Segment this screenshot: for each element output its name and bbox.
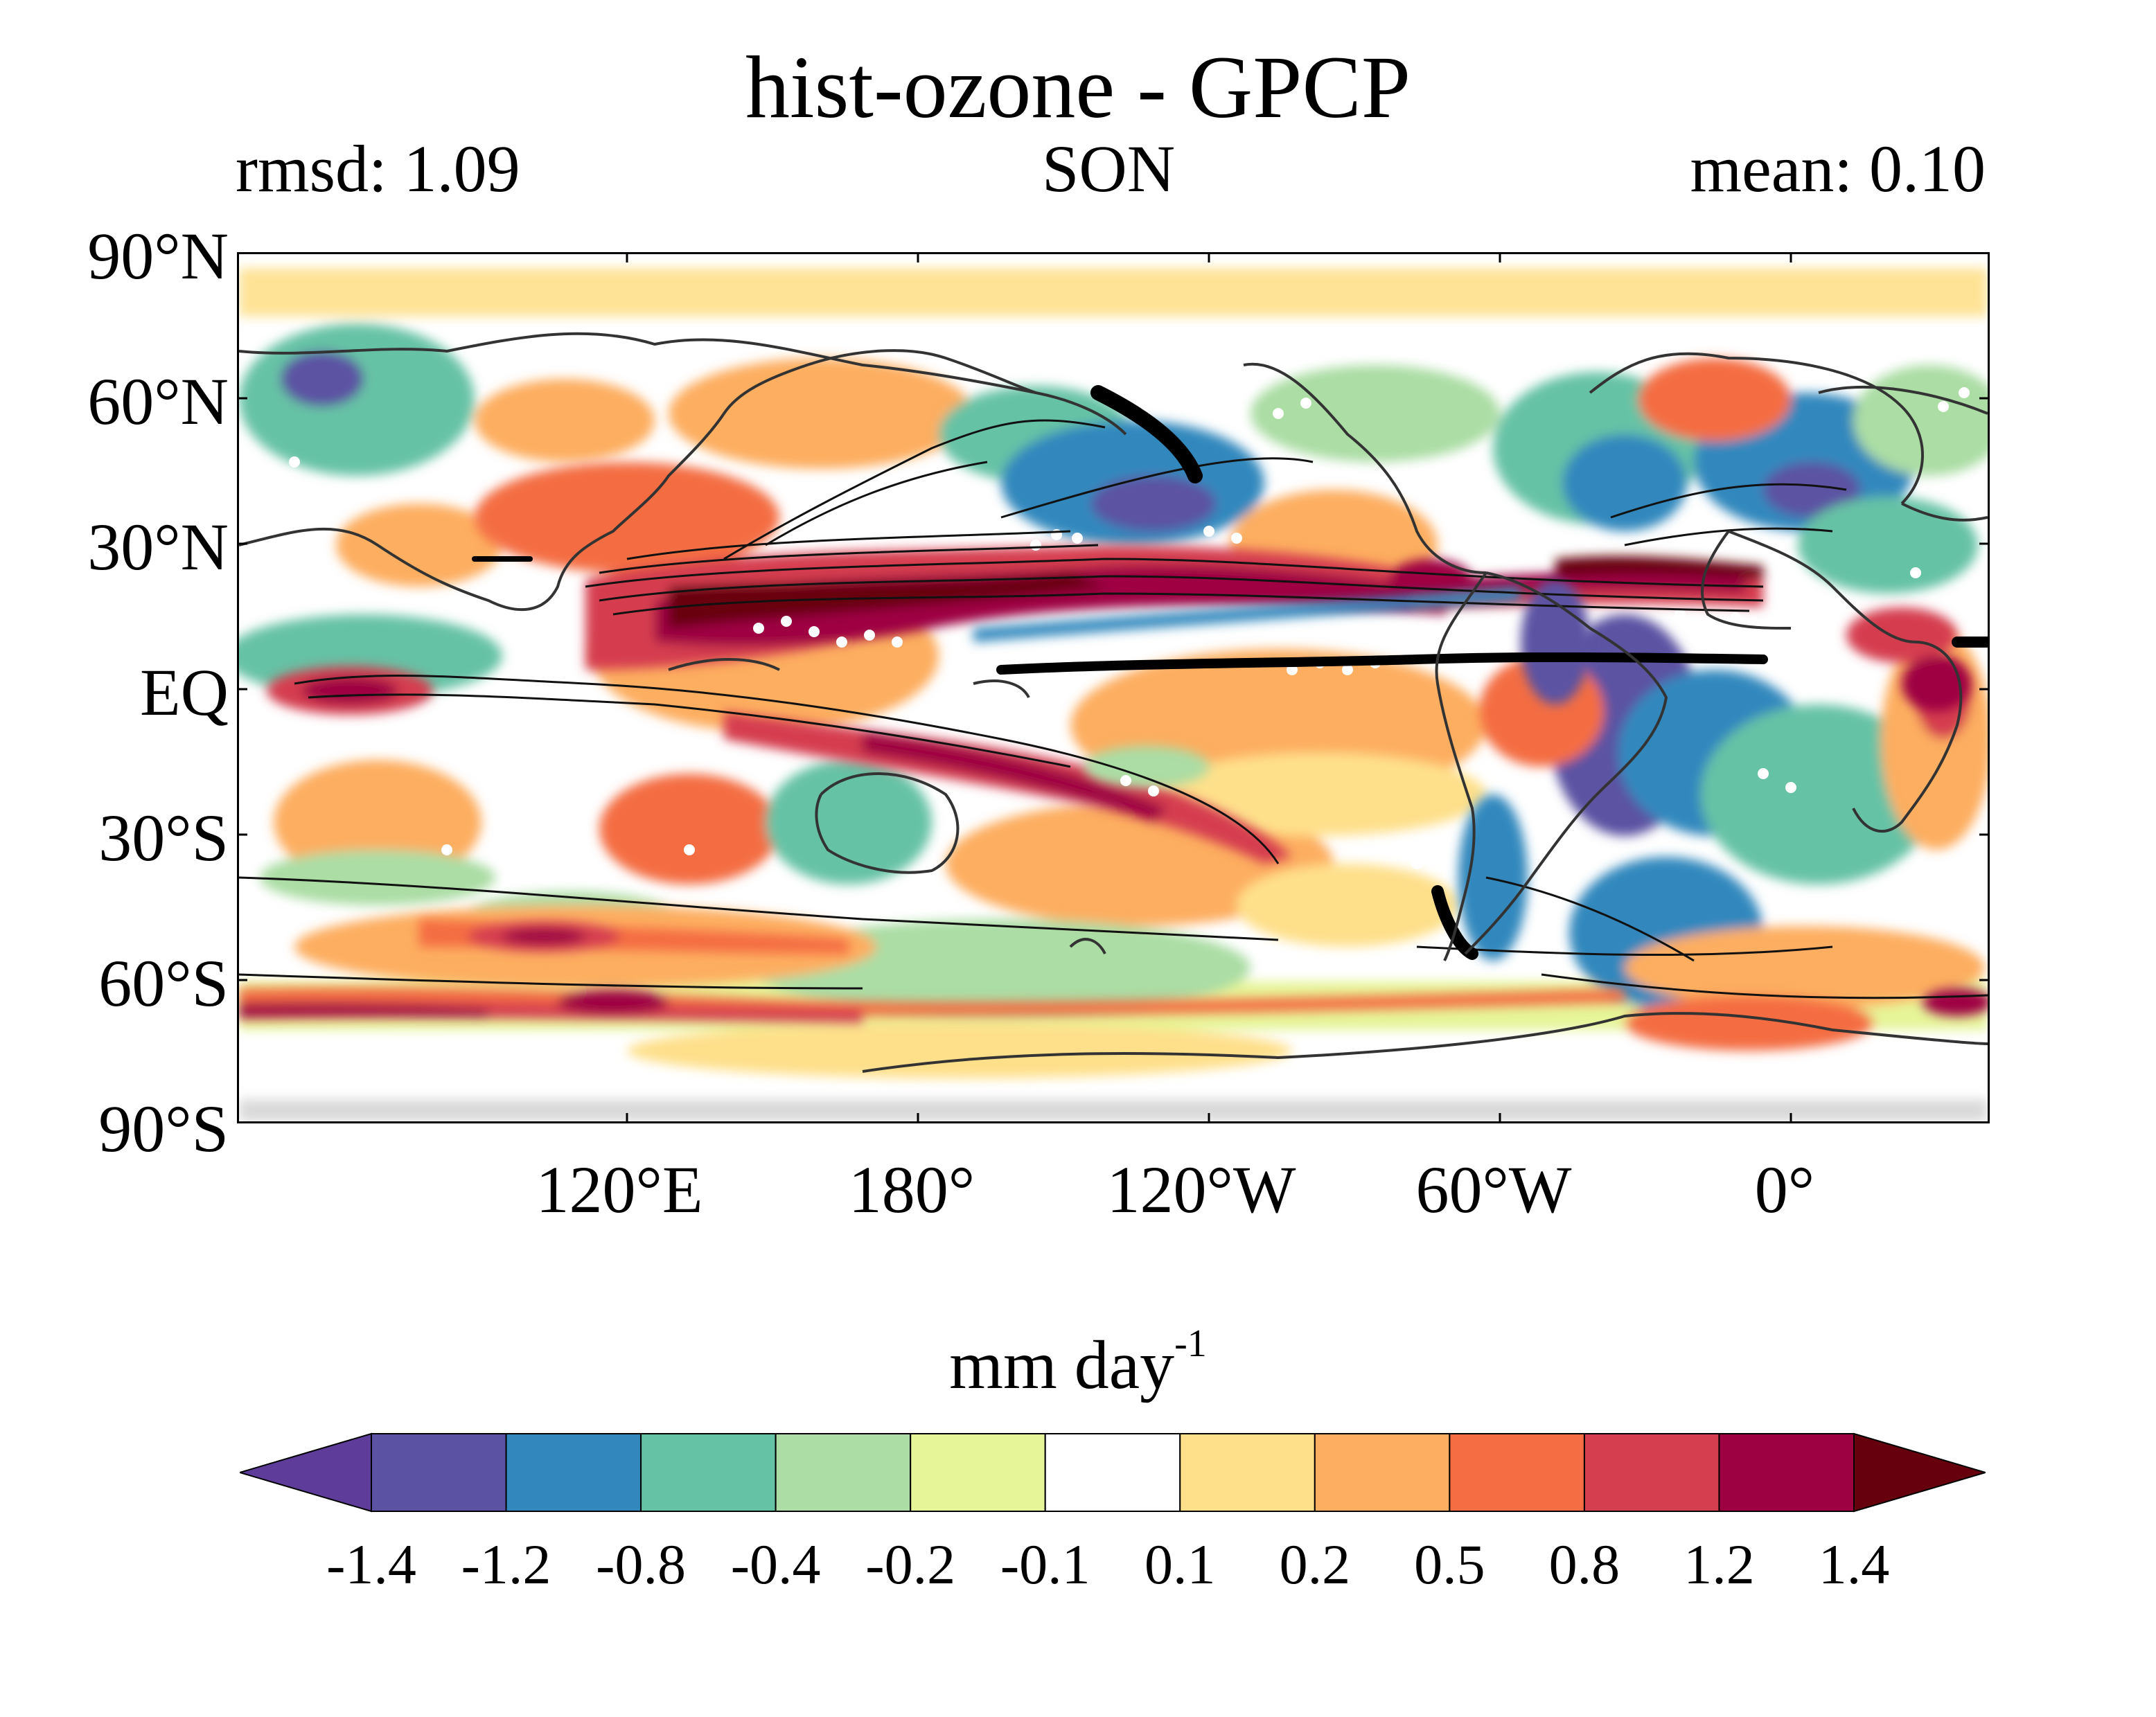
colorbar-bin bbox=[371, 1433, 507, 1512]
colorbar-bin bbox=[505, 1433, 642, 1512]
axis-ticks bbox=[239, 254, 1988, 1121]
colorbar-tick-label: 0.1 bbox=[1145, 1533, 1216, 1596]
colorbar-tick-label: -0.2 bbox=[865, 1533, 956, 1596]
precipitation-map bbox=[237, 252, 1990, 1123]
colorbar-bin bbox=[775, 1433, 912, 1512]
coastlines bbox=[239, 332, 1988, 1073]
colorbar-units-exponent: -1 bbox=[1174, 1322, 1207, 1365]
colorbar-tick-label: 0.5 bbox=[1414, 1533, 1485, 1596]
colorbar-tick-label: -0.1 bbox=[1000, 1533, 1090, 1596]
colorbar-bin bbox=[1044, 1433, 1181, 1512]
map-canvas bbox=[239, 254, 1988, 1121]
anomaly-field bbox=[239, 268, 1988, 1121]
colorbar-units: mm day-1 bbox=[0, 1324, 2156, 1400]
colorbar bbox=[240, 1432, 1986, 1513]
colorbar-tick-label: 0.2 bbox=[1279, 1533, 1351, 1596]
rmsd-label: rmsd: 1.09 bbox=[236, 132, 520, 206]
lon-label-180: 180° bbox=[848, 1153, 975, 1227]
season-label: SON bbox=[1041, 132, 1176, 206]
colorbar-bin bbox=[1314, 1433, 1451, 1512]
lat-label-60s: 60°S bbox=[98, 946, 229, 1020]
lon-label-120e: 120°E bbox=[536, 1153, 703, 1227]
colorbar-extend-high bbox=[1853, 1432, 1986, 1513]
colorbar-bin bbox=[910, 1433, 1046, 1512]
figure-title: hist-ozone - GPCP bbox=[745, 38, 1411, 136]
lon-label-60w: 60°W bbox=[1415, 1153, 1572, 1227]
lat-label-60n: 60°N bbox=[87, 364, 229, 438]
colorbar-bin bbox=[1449, 1433, 1585, 1512]
lat-label-30s: 30°S bbox=[98, 801, 229, 875]
colorbar-tick-label: -0.4 bbox=[730, 1533, 821, 1596]
lat-label-90n: 90°N bbox=[87, 219, 229, 293]
lon-label-0: 0° bbox=[1754, 1153, 1815, 1227]
colorbar-bin bbox=[1179, 1433, 1316, 1512]
strong-anomalies bbox=[239, 462, 1988, 1023]
colorbar-bin bbox=[1583, 1433, 1720, 1512]
lat-label-eq: EQ bbox=[140, 655, 229, 729]
colorbar-extend-low bbox=[240, 1432, 372, 1513]
colorbar-tick-label: 0.8 bbox=[1548, 1533, 1620, 1596]
climatology-contours bbox=[239, 419, 1988, 999]
colorbar-units-text: mm day bbox=[949, 1326, 1175, 1403]
lon-label-120w: 120°W bbox=[1106, 1153, 1296, 1227]
lat-label-30n: 30°N bbox=[87, 510, 229, 584]
colorbar-tick-label: -1.2 bbox=[461, 1533, 551, 1596]
colorbar-bin bbox=[1718, 1433, 1855, 1512]
colorbar-tick-label: 1.2 bbox=[1684, 1533, 1755, 1596]
colorbar-tick-label: 1.4 bbox=[1818, 1533, 1890, 1596]
lat-label-90s: 90°S bbox=[98, 1092, 229, 1166]
colorbar-tick-label: -1.4 bbox=[326, 1533, 416, 1596]
colorbar-bin bbox=[640, 1433, 777, 1512]
colorbar-tick-label: -0.8 bbox=[596, 1533, 686, 1596]
mean-label: mean: 0.10 bbox=[1690, 132, 1986, 206]
